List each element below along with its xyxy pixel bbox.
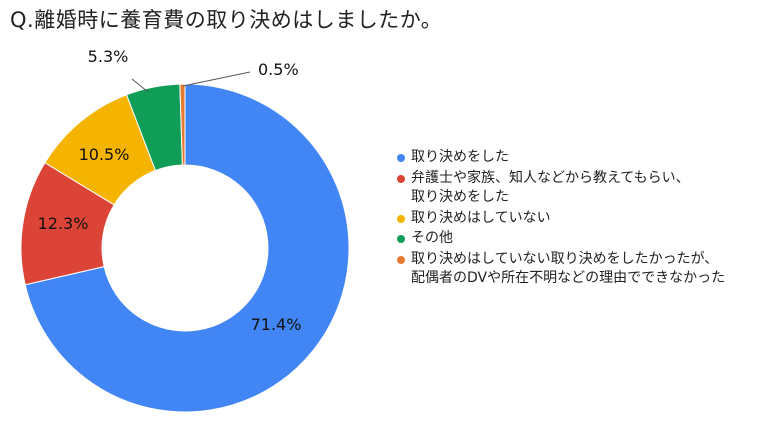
data-label-1: 12.3% bbox=[38, 214, 89, 233]
legend-label-line: 弁護士や家族、知人などから教えてもらい、 bbox=[411, 169, 690, 186]
legend-item-2: 取り決めはしていない bbox=[397, 209, 762, 229]
legend-marker-icon bbox=[397, 154, 405, 162]
legend-label-line: 取り決めをした bbox=[411, 149, 509, 165]
data-label-2: 10.5% bbox=[79, 145, 130, 164]
legend-item-3: その他 bbox=[397, 229, 762, 249]
data-label-3: 5.3% bbox=[88, 47, 129, 66]
legend-label-line: 取り決めはしていない取り決めをしたかったが、 bbox=[411, 250, 719, 267]
leader-line-4 bbox=[182, 71, 251, 87]
legend-marker-icon bbox=[397, 214, 405, 223]
legend-label-line: 配偶者のDVや所在不明などの理由でできなかった bbox=[411, 270, 726, 286]
legend-marker-icon bbox=[397, 255, 405, 264]
leader-line-3 bbox=[131, 78, 149, 93]
donut-slice-0 bbox=[24, 83, 350, 413]
legend-marker-icon bbox=[397, 235, 405, 243]
legend-item-4: 取り決めはしていない取り決めをしたかったが、 配偶者のDVや所在不明などの理由でで… bbox=[397, 250, 762, 289]
data-label-4: 0.5% bbox=[258, 60, 299, 79]
data-label-0: 71.4% bbox=[251, 315, 302, 334]
donut-chart: 71.4% 12.3% 10.5% 5.3% 0.5% bbox=[20, 47, 350, 413]
legend-item-1: 弁護士や家族、知人などから教えてもらい、 取り決めをした bbox=[397, 169, 762, 208]
donut-slice-4 bbox=[179, 83, 186, 166]
legend-label-line: その他 bbox=[411, 230, 453, 246]
chart-title: Q.離婚時に養育費の取り決めはしましたか。 bbox=[10, 8, 443, 32]
legend-label-line: 取り決めはしていない bbox=[411, 209, 551, 226]
legend-marker-icon bbox=[397, 174, 405, 183]
legend-item-0: 取り決めをした bbox=[397, 148, 762, 168]
chart-legend: 取り決めをした 弁護士や家族、知人などから教えてもらい、 取り決めをした 取り決めはし… bbox=[397, 148, 762, 290]
legend-label-line: 取り決めをした bbox=[411, 189, 509, 205]
